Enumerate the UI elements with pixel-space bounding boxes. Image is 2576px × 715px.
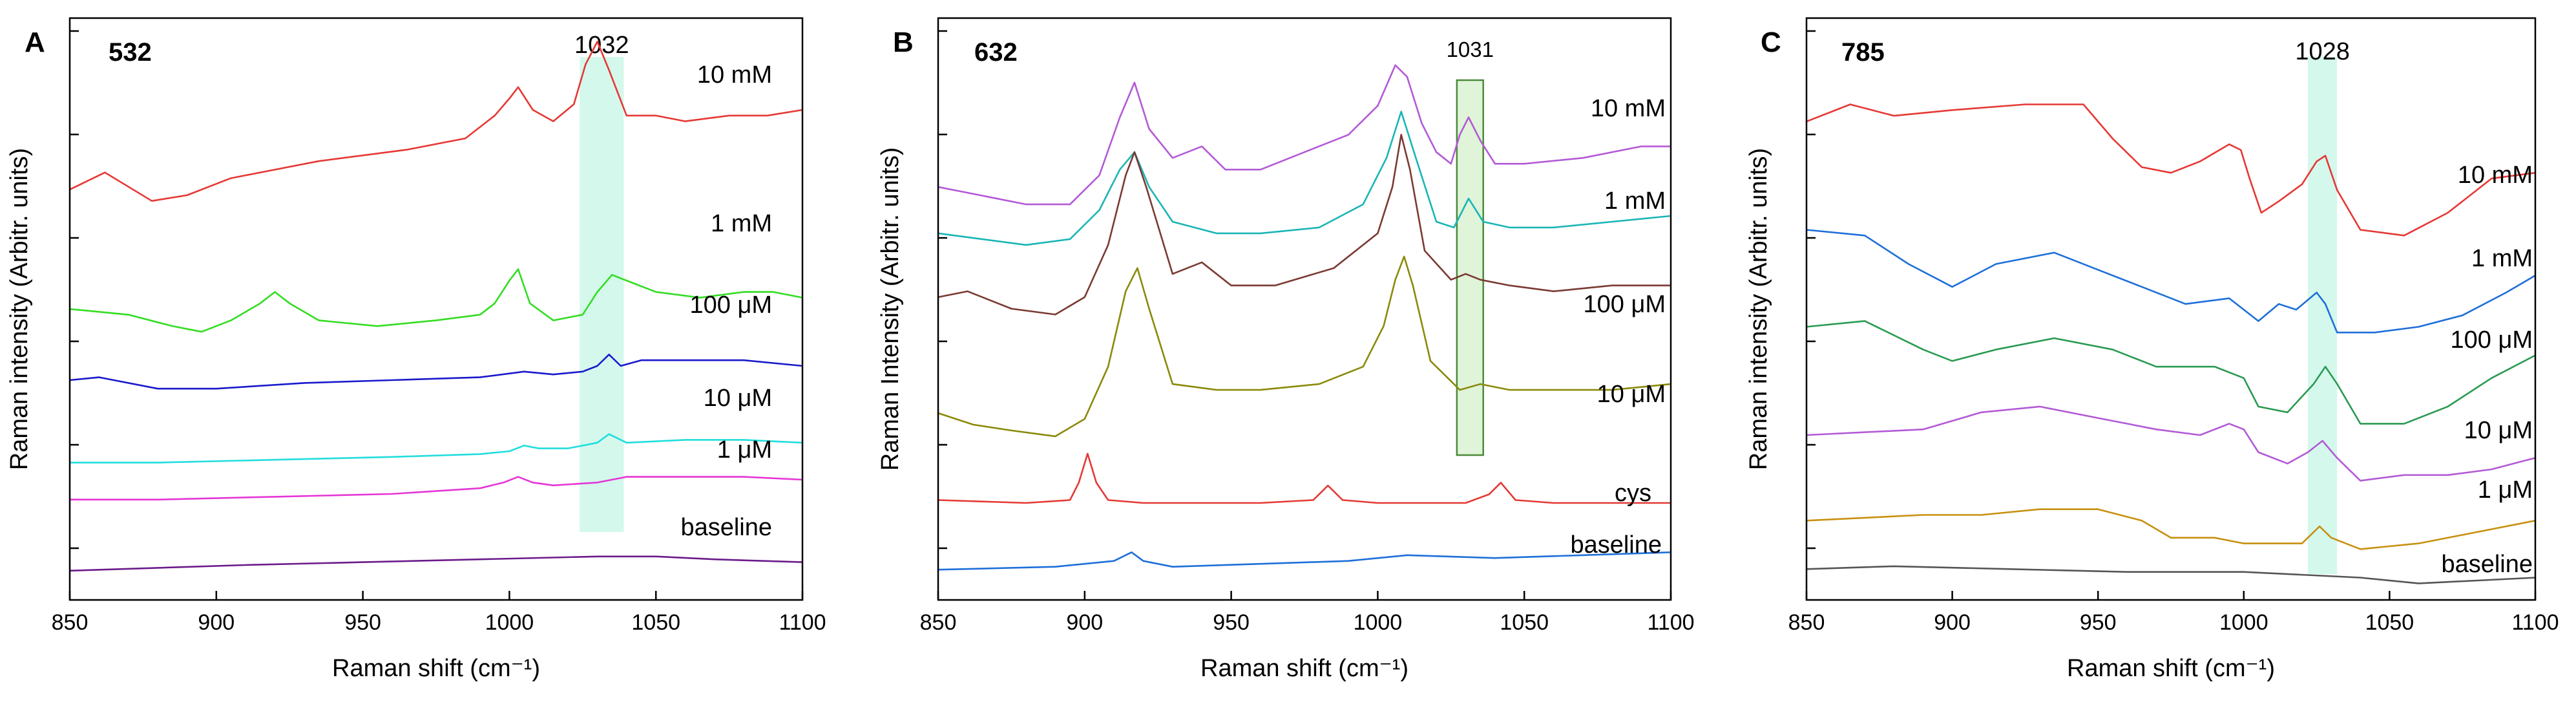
plot-frame — [1805, 17, 2537, 601]
spectrum-line-1-m — [1806, 508, 2536, 550]
highlight-peak-label: 1032 — [574, 32, 629, 59]
spectrum-line-100-m — [1806, 320, 2536, 425]
x-tick-label: 1000 — [1354, 610, 1403, 635]
highlight-band — [2308, 57, 2338, 574]
x-tick-label: 1000 — [485, 610, 534, 635]
spectrum-line-1-mm — [69, 268, 803, 333]
spectrum-line-1-mm — [937, 111, 1671, 246]
x-tick-label: 950 — [2080, 610, 2117, 635]
x-tick-label: 850 — [1788, 610, 1825, 635]
x-axis-label: Raman shift (cm⁻¹) — [2067, 655, 2275, 682]
x-tick-label: 1100 — [2511, 610, 2559, 635]
spectrum-line-100-m — [69, 354, 803, 390]
spectrum-line-baseline — [1806, 565, 2536, 584]
highlight-band — [1456, 79, 1484, 456]
spectrum-line-cys — [937, 453, 1671, 504]
series-label: 1 μM — [2478, 476, 2533, 504]
spectrum-line-baseline — [69, 555, 803, 572]
chart-panel-a: 1032 10 mM 1 mM 100 μM 10 μM 1 μM baseline 850 9… — [6, 17, 826, 682]
x-tick-label: 850 — [920, 610, 957, 635]
y-axis-label: Raman Intensity (Arbitr. units) — [877, 147, 904, 471]
plot-frame — [68, 17, 804, 601]
series-label: baseline — [1570, 531, 1662, 559]
chart-panel-b: 1031 10 mM 1 mM 100 μM 10 μM cys baseline 850 90… — [877, 17, 1695, 682]
x-tick-label: 1100 — [1647, 610, 1694, 635]
plot-frame — [937, 17, 1672, 601]
series-label: 1 μM — [717, 436, 772, 464]
series-label: 10 μM — [1597, 381, 1666, 408]
x-tick-label: 1050 — [631, 610, 680, 635]
spectrum-line-1-m — [70, 476, 803, 501]
panel-letter: C — [1761, 27, 1781, 58]
x-tick-label: 950 — [1213, 610, 1250, 635]
spectrum-line-10-m — [70, 433, 803, 464]
x-axis-label: Raman shift (cm⁻¹) — [332, 655, 540, 682]
spectrum-line-100-m — [937, 134, 1671, 315]
series-label: 100 μM — [689, 292, 772, 319]
highlight-peak-label: 1031 — [1447, 37, 1494, 61]
panel-title: 532 — [109, 38, 152, 67]
spectrum-line-10-mm — [1806, 103, 2536, 237]
series-label: 10 mM — [2458, 162, 2533, 189]
panel-letter: B — [893, 27, 914, 58]
x-tick-label: 950 — [344, 610, 381, 635]
series-label: baseline — [2441, 551, 2533, 578]
highlight-peak-label: 1028 — [2295, 38, 2350, 65]
series-label: 1 mM — [711, 210, 772, 237]
y-axis-label: Raman intensity (Arbitr. units) — [1745, 148, 1772, 470]
x-tick-label: 900 — [198, 610, 235, 635]
spectrum-line-10-mm — [937, 64, 1671, 206]
panel-title: 632 — [974, 38, 1018, 67]
spectrum-line-10-mm — [69, 41, 803, 202]
highlight-band — [580, 57, 624, 532]
chart-panel-c: 1028 10 mM 1 mM 100 μM 10 μM 1 μM baseline 850 9… — [1745, 17, 2559, 682]
series-label: cys — [1615, 480, 1651, 507]
series-label: 100 μM — [2450, 326, 2533, 354]
x-tick-label: 1050 — [1500, 610, 1549, 635]
x-tick-label: 850 — [52, 610, 89, 635]
x-tick-label: 900 — [1934, 610, 1971, 635]
series-label: 1 mM — [2471, 245, 2533, 272]
x-tick-label: 1100 — [779, 610, 826, 635]
series-label: 10 mM — [1591, 95, 1666, 122]
series-label: baseline — [680, 514, 772, 541]
x-tick-label: 1000 — [2219, 610, 2268, 635]
spectrum-line-10-m — [937, 255, 1671, 438]
spectrum-line-10-m — [1806, 405, 2536, 482]
spectrum-line-1-mm — [1806, 229, 2536, 334]
x-tick-label: 900 — [1066, 610, 1103, 635]
series-label: 10 μM — [704, 385, 772, 412]
series-label: 10 mM — [697, 61, 772, 89]
x-axis-label: Raman shift (cm⁻¹) — [1200, 655, 1408, 682]
x-tick-label: 1050 — [2365, 610, 2414, 635]
series-label: 10 μM — [2464, 417, 2533, 444]
series-label: 1 mM — [1604, 187, 1666, 215]
panel-title: 785 — [1841, 38, 1885, 67]
series-label: 100 μM — [1583, 291, 1666, 318]
y-axis-label: Raman intensity (Arbitr. units) — [6, 148, 33, 470]
spectrum-line-baseline — [937, 551, 1671, 571]
panel-letter: A — [25, 27, 45, 58]
